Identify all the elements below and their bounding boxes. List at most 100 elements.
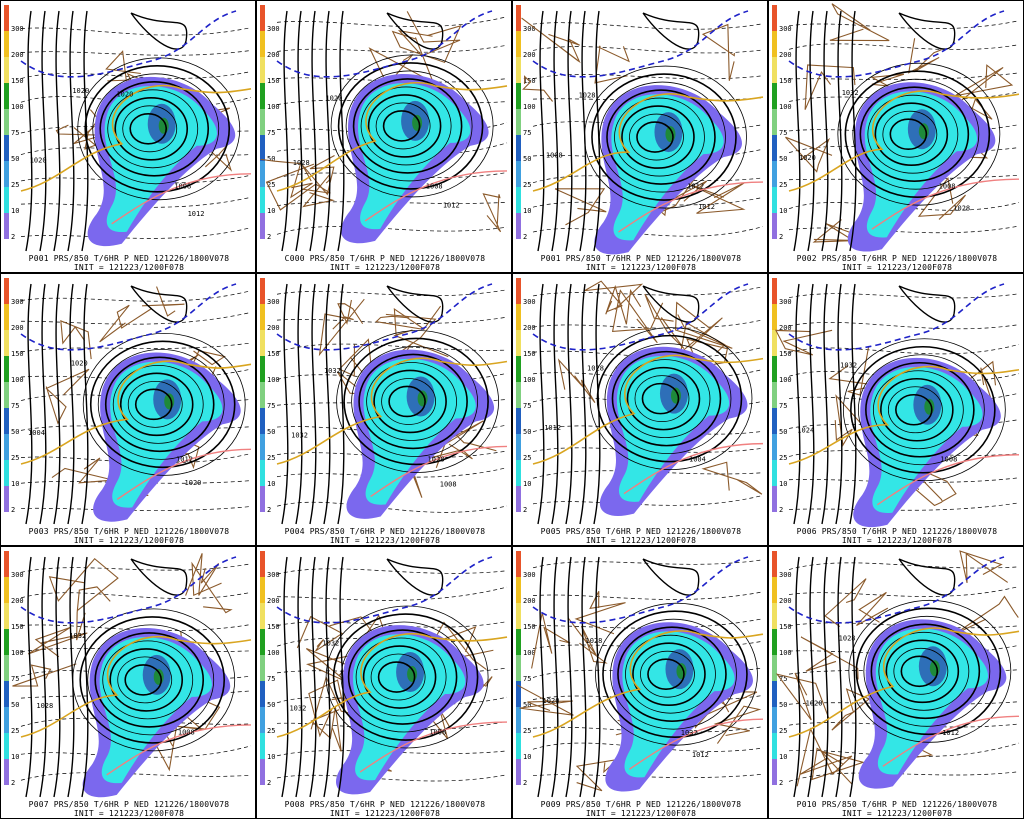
contour-label: 1032 bbox=[291, 432, 308, 440]
forecast-map-panel: 300 200 150 100 75 50 25 10 2 1032 1020 1008 1028 P00… bbox=[768, 0, 1024, 273]
colorbar-swatch bbox=[4, 733, 9, 759]
warm-front-line bbox=[871, 178, 1020, 230]
map-plot: 300 200 150 100 75 50 25 10 2 1028 1020 1032 1012 bbox=[516, 551, 764, 798]
colorbar-swatch bbox=[260, 733, 265, 759]
panel-caption: P001 PRS/850 T/6HR P NED 121226/1800V078 bbox=[28, 254, 230, 263]
contour-label: 1020 bbox=[185, 479, 202, 487]
colorbar-tick-label: 25 bbox=[267, 454, 275, 462]
colorbar-swatch bbox=[4, 356, 9, 382]
colorbar-swatch bbox=[772, 707, 777, 733]
map-plot: 300 200 150 100 75 50 25 10 2 1020 1028 1008 1012 bbox=[260, 5, 508, 252]
colorbar-swatch bbox=[772, 31, 777, 57]
zero-degree-isotherm bbox=[532, 556, 749, 624]
colorbar-tick-label: 150 bbox=[523, 350, 536, 358]
colorbar-tick-label: 300 bbox=[779, 298, 792, 306]
colorbar-swatch bbox=[260, 304, 265, 330]
colorbar-swatch bbox=[4, 161, 9, 187]
contour-label: 1028 bbox=[953, 204, 970, 212]
colorbar-swatch bbox=[260, 486, 265, 512]
colorbar-tick-label: 300 bbox=[267, 571, 280, 579]
colorbar-tick-label: 25 bbox=[523, 181, 531, 189]
panel-init-time: INIT = 121223/1200F078 bbox=[329, 536, 441, 545]
contour-label: 1012 bbox=[942, 729, 959, 737]
contour-label: 1032 bbox=[681, 729, 698, 737]
isobars bbox=[281, 283, 499, 525]
colorbar-tick-label: 300 bbox=[523, 25, 536, 33]
warm-front-line bbox=[876, 454, 1020, 506]
colorbar-swatch bbox=[772, 434, 777, 460]
forecast-map-panel: 300 200 150 100 75 50 25 10 2 1020 1028 1008 1012 C00… bbox=[256, 0, 512, 273]
panel-caption: P003 PRS/850 T/6HR P NED 121226/1800V078 bbox=[28, 527, 230, 536]
colorbar-tick-label: 75 bbox=[523, 402, 531, 410]
colorbar-tick-label: 75 bbox=[523, 675, 531, 683]
colorbar-tick-label: 100 bbox=[523, 649, 536, 657]
zero-degree-isotherm bbox=[20, 556, 237, 624]
map-plot: 300 200 150 100 75 50 25 10 2 1032 1020 1008 1028 bbox=[772, 3, 1020, 252]
colorbar-swatch bbox=[4, 681, 9, 707]
colorbar-swatch bbox=[772, 603, 777, 629]
colorbar-swatch bbox=[260, 759, 265, 785]
colorbar-swatch bbox=[772, 655, 777, 681]
colorbar-swatch bbox=[516, 109, 521, 135]
panel-init-time: INIT = 121223/1200F078 bbox=[841, 536, 953, 545]
colorbar-tick-label: 150 bbox=[267, 77, 280, 85]
contour-label: 1020 bbox=[30, 156, 47, 164]
colorbar-swatch bbox=[4, 57, 9, 83]
warm-front-line bbox=[882, 715, 1020, 767]
precip-colorbar: 300 200 150 100 75 50 25 10 2 bbox=[4, 5, 24, 241]
colorbar-tick-label: 2 bbox=[779, 506, 783, 514]
colorbar-tick-label: 200 bbox=[11, 324, 24, 332]
colorbar-tick-label: 25 bbox=[779, 727, 787, 735]
contour-label: 1012 bbox=[698, 203, 715, 211]
colorbar-tick-label: 2 bbox=[523, 233, 527, 241]
colorbar-tick-label: 200 bbox=[11, 51, 24, 59]
isobars bbox=[25, 556, 236, 798]
colorbar-swatch bbox=[260, 161, 265, 187]
colorbar-swatch bbox=[4, 655, 9, 681]
colorbar-swatch bbox=[516, 551, 521, 577]
colorbar-swatch bbox=[4, 135, 9, 161]
colorbar-tick-label: 25 bbox=[267, 727, 275, 735]
contour-label: 1028 bbox=[579, 92, 596, 100]
colorbar-tick-label: 25 bbox=[523, 454, 531, 462]
colorbar-tick-label: 2 bbox=[267, 233, 271, 241]
colorbar-swatch bbox=[4, 5, 9, 31]
colorbar-tick-label: 10 bbox=[11, 207, 19, 215]
colorbar-swatch bbox=[4, 707, 9, 733]
warm-front-line bbox=[623, 442, 764, 495]
colorbar-swatch bbox=[516, 759, 521, 785]
colorbar-swatch bbox=[772, 57, 777, 83]
contour-label: 1032 bbox=[69, 632, 86, 640]
colorbar-swatch bbox=[260, 135, 265, 161]
colorbar-tick-label: 200 bbox=[267, 324, 280, 332]
colorbar-tick-label: 100 bbox=[523, 103, 536, 111]
colorbar-tick-label: 200 bbox=[267, 51, 280, 59]
panel-init-time: INIT = 121223/1200F078 bbox=[73, 263, 185, 272]
contour-label: 1028 bbox=[586, 637, 603, 645]
trough-line bbox=[532, 354, 764, 465]
colorbar-tick-label: 300 bbox=[523, 298, 536, 306]
colorbar-tick-label: 25 bbox=[779, 181, 787, 189]
colorbar-swatch bbox=[516, 356, 521, 382]
precip-colorbar: 300 200 150 100 75 50 25 10 2 bbox=[772, 278, 792, 514]
trough-line bbox=[276, 81, 508, 192]
contour-label: 1032 bbox=[324, 367, 341, 375]
colorbar-swatch bbox=[4, 278, 9, 304]
contour-label: 1028 bbox=[428, 456, 445, 464]
colorbar-swatch bbox=[4, 551, 9, 577]
colorbar-swatch bbox=[516, 213, 521, 239]
colorbar-swatch bbox=[772, 577, 777, 603]
panel-caption: P006 PRS/850 T/6HR P NED 121226/1800V078 bbox=[796, 527, 998, 536]
contour-label: 1020 bbox=[799, 154, 816, 162]
panel-init-time: INIT = 121223/1200F078 bbox=[585, 809, 697, 818]
colorbar-swatch bbox=[772, 278, 777, 304]
warm-front-line bbox=[370, 445, 508, 498]
colorbar-swatch bbox=[516, 187, 521, 213]
colorbar-tick-label: 10 bbox=[11, 753, 19, 761]
zero-degree-isotherm bbox=[20, 283, 237, 351]
colorbar-tick-label: 10 bbox=[523, 207, 531, 215]
colorbar-swatch bbox=[260, 577, 265, 603]
contour-label: 1008 bbox=[426, 182, 443, 190]
contour-label: 1020 bbox=[71, 359, 88, 367]
colorbar-swatch bbox=[4, 31, 9, 57]
